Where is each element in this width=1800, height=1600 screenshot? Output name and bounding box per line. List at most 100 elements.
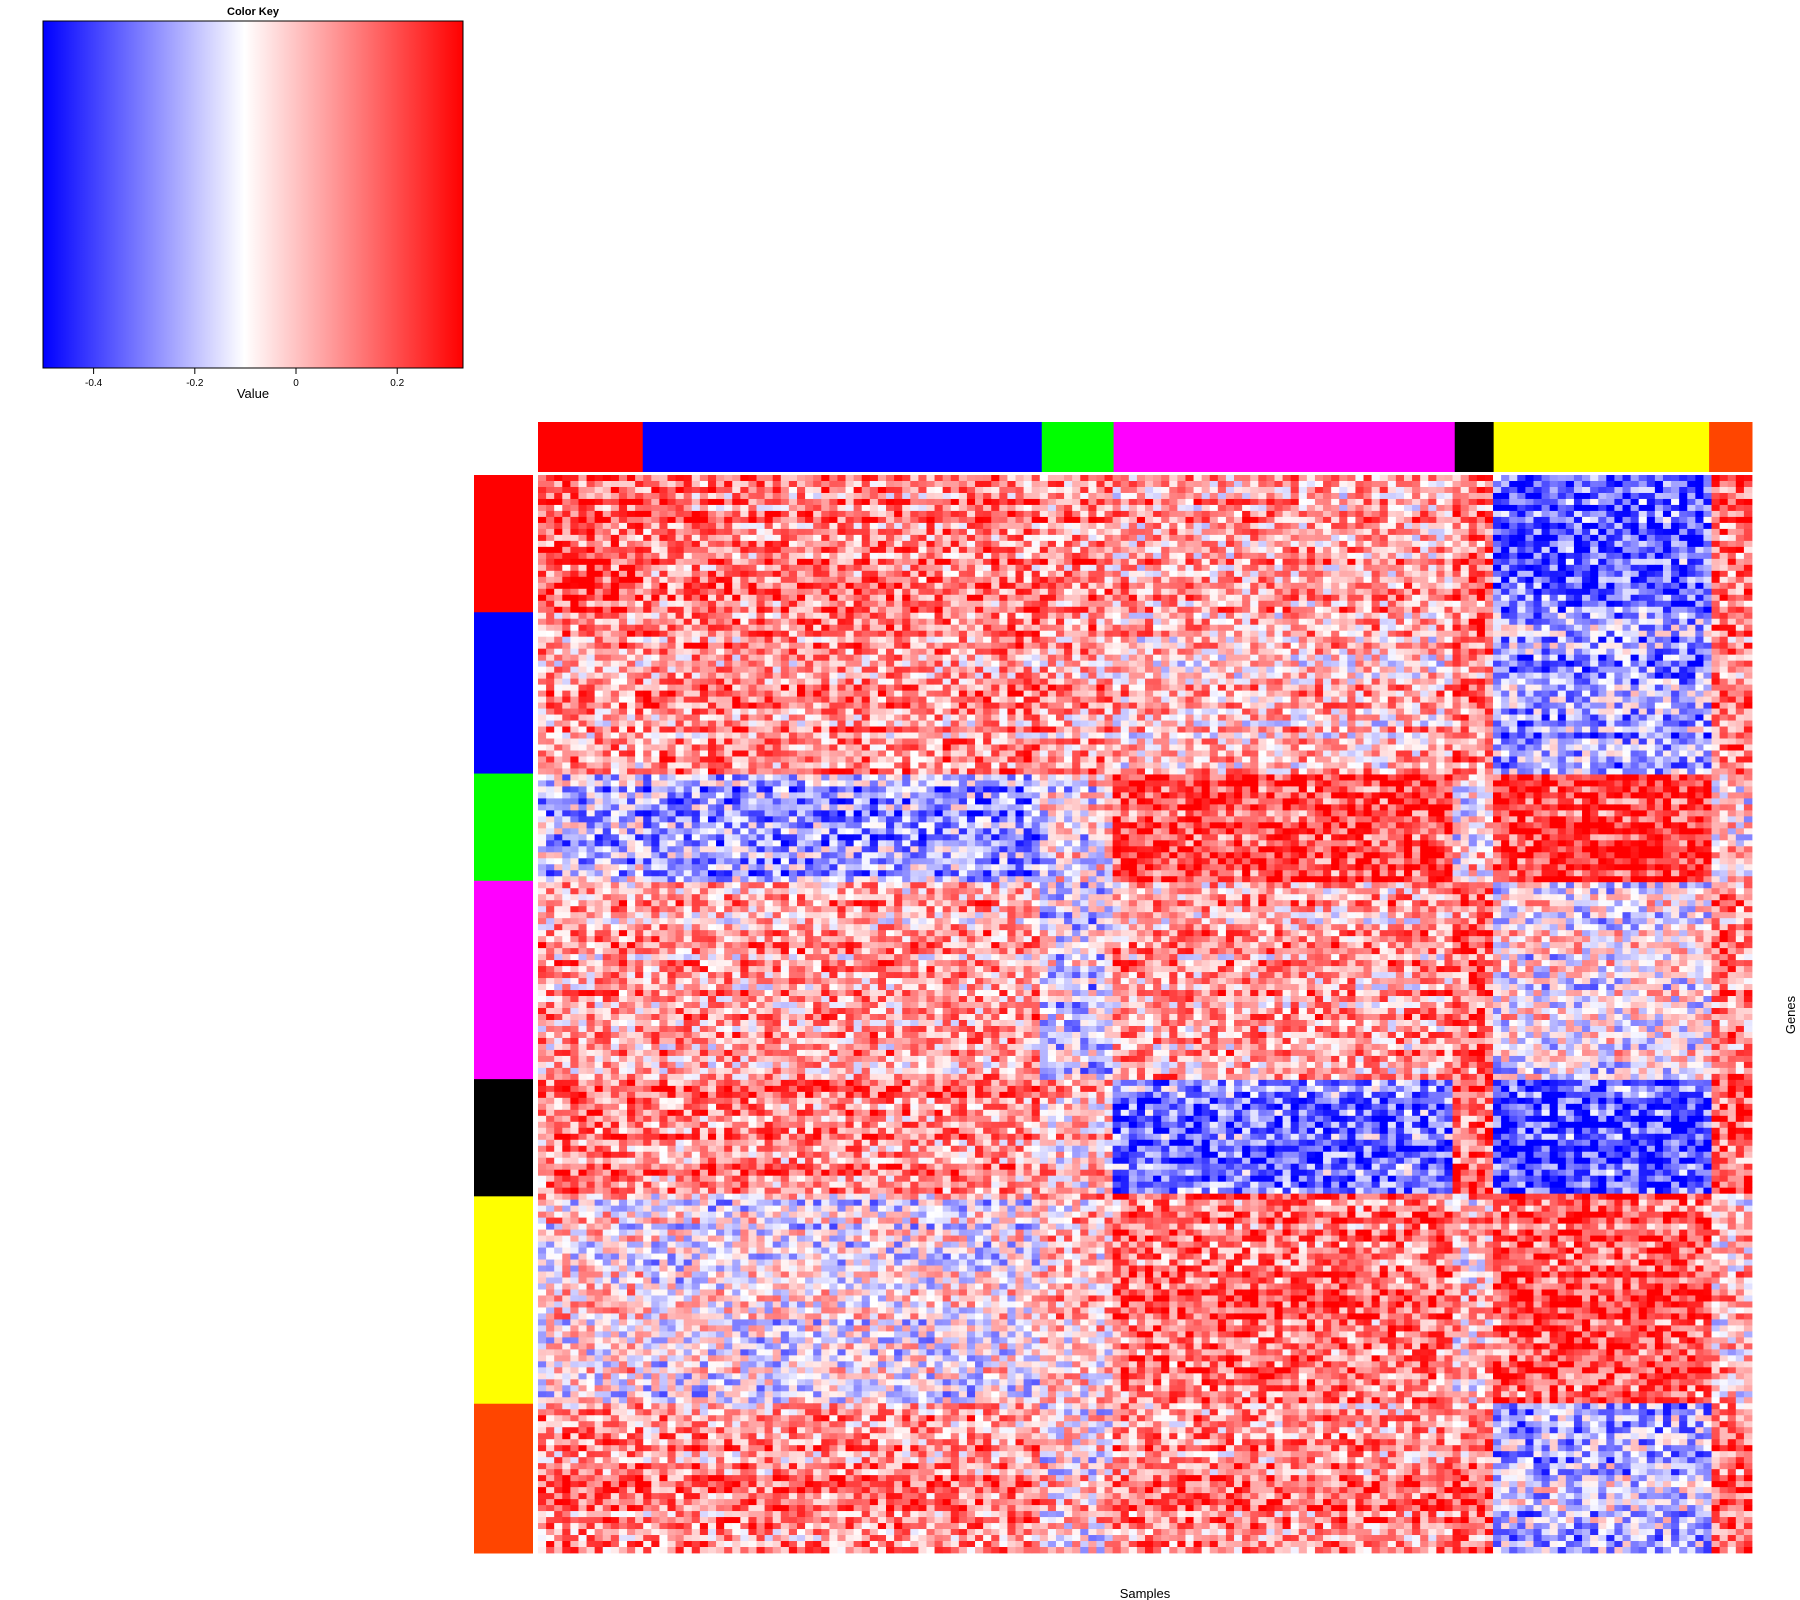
heatmap-cell [853, 480, 863, 488]
heatmap-cell [1614, 516, 1623, 524]
heatmap-cell [902, 546, 911, 554]
column-group-bar [1041, 422, 1115, 472]
heatmap-cell [1501, 522, 1510, 530]
heatmap-cell [1290, 486, 1300, 494]
heatmap-cell [1549, 624, 1559, 632]
heatmap-cell [1047, 588, 1057, 596]
heatmap-cell [1452, 576, 1462, 584]
heatmap-cell [1735, 588, 1745, 596]
heatmap-cell [1169, 666, 1178, 674]
heatmap-cell [610, 534, 620, 542]
heatmap-cell [1120, 648, 1130, 656]
heatmap-cell [1088, 504, 1097, 512]
heatmap-cell [1719, 666, 1729, 674]
heatmap-cell [999, 475, 1008, 482]
heatmap-cell [724, 564, 733, 572]
heatmap-cell [627, 552, 636, 560]
heatmap-cell [1371, 624, 1381, 632]
heatmap-cell [1638, 582, 1648, 590]
heatmap-cell [853, 600, 863, 608]
heatmap-cell [853, 504, 863, 512]
heatmap-cell [1476, 594, 1486, 602]
heatmap-cell [1177, 552, 1186, 560]
heatmap-cell [788, 486, 798, 494]
heatmap-cell [1452, 636, 1462, 644]
heatmap-cell [546, 564, 555, 572]
heatmap-cell [1250, 510, 1259, 518]
heatmap-cell [1193, 480, 1203, 488]
heatmap-cell [1306, 618, 1316, 626]
heatmap-cell [546, 600, 555, 608]
heatmap-cell [1679, 540, 1688, 548]
heatmap-cell [570, 498, 579, 506]
heatmap-cell [1096, 588, 1105, 596]
heatmap-cell [1331, 480, 1340, 488]
heatmap-cell [1112, 522, 1122, 530]
heatmap-cell [1525, 642, 1534, 650]
heatmap-cell [699, 636, 709, 644]
heatmap-cell [1662, 666, 1672, 674]
heatmap-cell [1533, 498, 1542, 506]
heatmap-cell [1412, 486, 1421, 494]
heatmap-cell [1282, 618, 1292, 626]
heatmap-cell [562, 498, 571, 506]
heatmap-cell [902, 516, 911, 524]
heatmap-cell [1355, 546, 1364, 554]
heatmap-cell [805, 516, 814, 524]
heatmap-cell [1080, 624, 1089, 632]
heatmap-cell [934, 546, 944, 554]
heatmap-cell [918, 546, 927, 554]
heatmap-cell [1314, 546, 1324, 554]
heatmap-cell [926, 528, 935, 536]
heatmap-cell [1565, 534, 1575, 542]
heatmap-cell [983, 558, 992, 566]
heatmap-cell [1209, 594, 1219, 602]
heatmap-cell [950, 630, 960, 638]
heatmap-cell [1266, 618, 1275, 626]
heatmap-cell [691, 528, 701, 536]
heatmap-cell [837, 504, 846, 512]
heatmap-cell [716, 480, 725, 488]
heatmap-cell [756, 582, 766, 590]
heatmap-cell [1557, 516, 1567, 524]
heatmap-cell [918, 582, 927, 590]
heatmap-cell [1339, 660, 1348, 668]
heatmap-cell [1395, 492, 1405, 500]
heatmap-cell [546, 582, 555, 590]
heatmap-cell [829, 642, 838, 650]
heatmap-cell [699, 594, 709, 602]
column-side-colors [538, 422, 1753, 472]
heatmap-cell [999, 642, 1008, 650]
heatmap-cell [1598, 564, 1607, 572]
heatmap-cell [772, 636, 782, 644]
heatmap-cell [1047, 648, 1057, 656]
heatmap-cell [837, 660, 846, 668]
heatmap-cell [635, 666, 644, 674]
heatmap-cell [1484, 648, 1494, 656]
heatmap-cell [918, 486, 927, 494]
heatmap-cell [1606, 666, 1615, 674]
heatmap-cell [1517, 558, 1526, 566]
heatmap-cell [1743, 654, 1753, 662]
heatmap-cell [1387, 666, 1397, 674]
heatmap-cell [1185, 528, 1194, 536]
heatmap-cell [780, 475, 790, 482]
heatmap-cell [1331, 648, 1340, 656]
heatmap-cell [1331, 540, 1340, 548]
heatmap-cell [1290, 666, 1300, 674]
heatmap-cell [1646, 522, 1656, 530]
heatmap-cell [748, 540, 757, 548]
heatmap-cell [1161, 552, 1170, 560]
heatmap-cell [610, 528, 620, 536]
heatmap-cell [594, 624, 604, 632]
heatmap-cell [1331, 570, 1340, 578]
heatmap-cell [716, 522, 725, 530]
heatmap-cell [1193, 582, 1203, 590]
heatmap-cell [813, 648, 822, 656]
heatmap-cell [1039, 552, 1049, 560]
heatmap-cell [699, 475, 709, 482]
heatmap-cell [1420, 660, 1429, 668]
heatmap-cell [1727, 475, 1737, 482]
heatmap-cell [1153, 528, 1162, 536]
heatmap-cell [1298, 475, 1308, 482]
